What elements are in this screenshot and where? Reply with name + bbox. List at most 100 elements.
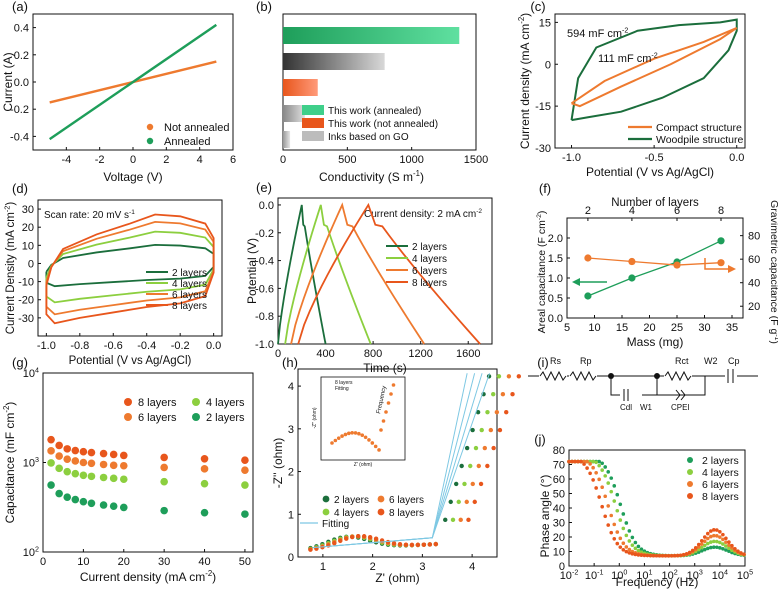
panel-e-legend-label: 8 layers bbox=[412, 278, 447, 289]
panel-d-legend-label: 2 layers bbox=[172, 268, 207, 279]
panel-j-point bbox=[678, 553, 683, 558]
panel-h-legend-label: 8 layers bbox=[389, 508, 424, 519]
panel-f-xtick: 25 bbox=[671, 322, 683, 334]
panel-j-point bbox=[684, 552, 689, 556]
panel-e-ytick: -0.6 bbox=[255, 283, 274, 295]
panel-f-xtick: 5 bbox=[564, 322, 570, 334]
panel-b-bar bbox=[283, 79, 318, 96]
panel-h-ytick: 3 bbox=[288, 424, 294, 436]
panel-h-point bbox=[459, 463, 464, 469]
panel-j-ytick: 30 bbox=[553, 518, 565, 530]
panel-h-point bbox=[468, 463, 473, 469]
panel-h-ytick: 0 bbox=[288, 552, 294, 564]
panel-h-inset-point bbox=[360, 433, 365, 437]
circuit-resistor bbox=[539, 370, 567, 382]
panel-j-point bbox=[699, 549, 704, 553]
panel-j-xtick-sup: 1 bbox=[649, 569, 653, 577]
panel-d-frame bbox=[37, 199, 223, 337]
panel-h-point bbox=[464, 445, 470, 451]
panel-h-frame bbox=[297, 368, 498, 558]
panel-d-ytick: -10 bbox=[18, 277, 34, 289]
panel-a-xtick: -2 bbox=[95, 154, 105, 166]
panel-h-point bbox=[403, 542, 409, 547]
panel-j-ytick: 70 bbox=[553, 460, 565, 472]
panel-label-f: (f) bbox=[539, 181, 551, 196]
panel-f-gravimetric-point bbox=[584, 254, 592, 262]
panel-h-inset-point bbox=[347, 431, 351, 436]
panel-h-fit-line bbox=[312, 373, 491, 549]
panel-c-xlabel: Potential (V vs Ag/AgCl) bbox=[586, 165, 714, 179]
panel-j-legend-marker bbox=[687, 457, 693, 463]
panel-f-arrow-right bbox=[704, 258, 730, 270]
panel-g-ytick: 102 bbox=[23, 546, 39, 559]
panel-h-point bbox=[494, 409, 500, 415]
panel-j-point bbox=[696, 547, 701, 552]
panel-b-xtick: 1000 bbox=[399, 154, 423, 166]
panel-c-legend-label: Woodpile structure bbox=[656, 134, 744, 146]
panel-j-point bbox=[712, 533, 716, 538]
panel-g-legend-label: 2 layers bbox=[206, 412, 245, 424]
panel-f-ytick-right: 20 bbox=[748, 301, 760, 313]
panel-a-ytick: 0.2 bbox=[14, 50, 29, 62]
panel-label-b: (b) bbox=[256, 0, 272, 14]
panel-j-point bbox=[654, 553, 659, 558]
panel-h-point bbox=[338, 538, 343, 544]
panel-j-point bbox=[696, 550, 701, 554]
panel-h-inset-point bbox=[340, 434, 344, 438]
panel-j-point bbox=[600, 461, 604, 466]
panel-j-point bbox=[724, 540, 728, 544]
panel-a-line-1 bbox=[48, 23, 218, 141]
panel-b-xlabel: Conductivity (S m-1) bbox=[319, 169, 424, 184]
panel-g-ytick: 103 bbox=[23, 456, 39, 469]
panel-g-ytick: 104 bbox=[23, 367, 39, 380]
panel-j-ytick: 0 bbox=[559, 561, 565, 573]
panel-j-point bbox=[591, 465, 595, 470]
panel-h-inset-frequency: Frequency bbox=[376, 385, 388, 414]
panel-h-point bbox=[397, 542, 403, 547]
panel-h-legend-marker bbox=[322, 495, 330, 503]
panel-j-point bbox=[627, 539, 632, 543]
panel-j-point bbox=[666, 554, 671, 558]
panel-j-point bbox=[618, 536, 623, 541]
panel-g-xlabel-sup: -2 bbox=[205, 569, 212, 578]
panel-g-legend-label: 8 layers bbox=[138, 397, 177, 409]
panel-h-xtick: 3 bbox=[419, 561, 425, 573]
panel-j-point bbox=[718, 529, 722, 534]
panel-g-legend-label: 4 layers bbox=[206, 397, 245, 409]
panel-j-point bbox=[721, 532, 725, 537]
panel-h-point bbox=[367, 534, 373, 540]
panel-j-point bbox=[742, 552, 746, 556]
panel-j-point bbox=[693, 546, 698, 550]
panel-h-point bbox=[485, 463, 490, 469]
panel-j-ytick: 80 bbox=[553, 445, 565, 457]
panel-h-point bbox=[415, 542, 421, 548]
panel-g-point bbox=[79, 471, 88, 480]
panel-f-areal-point bbox=[584, 292, 592, 300]
panel-f-arrow-left-head bbox=[572, 278, 580, 286]
panel-d-ylabel: Current Density (mA cm-2) bbox=[2, 202, 17, 335]
panel-a-ytick: -0.4 bbox=[10, 131, 29, 143]
panel-j-point bbox=[618, 502, 623, 507]
panel-j-point bbox=[721, 542, 725, 546]
panel-j-point bbox=[718, 535, 722, 539]
panel-d-ylabel-end: ) bbox=[5, 202, 17, 206]
panel-j-point bbox=[721, 546, 725, 551]
panel-h-inset-point bbox=[350, 430, 354, 435]
panel-c-xtick: -1.0 bbox=[562, 152, 581, 164]
panel-c-frame bbox=[554, 13, 746, 149]
panel-h-point bbox=[458, 517, 463, 523]
panel-h-point bbox=[491, 392, 496, 397]
panel-j-point bbox=[627, 529, 632, 533]
panel-g-point bbox=[109, 502, 118, 510]
panel-j-ytick: 10 bbox=[553, 547, 565, 559]
panel-j-xtick: 101 bbox=[636, 569, 652, 582]
panel-j-point bbox=[630, 535, 635, 540]
panel-a-xtick: -4 bbox=[61, 154, 71, 166]
panel-a-legend-marker bbox=[146, 137, 154, 145]
panel-e-xtick: 1200 bbox=[408, 348, 432, 360]
panel-j-xtick-sup: 4 bbox=[724, 569, 728, 577]
panel-g-point bbox=[119, 461, 128, 470]
panel-h-point bbox=[504, 409, 509, 415]
panel-e-legend-label: 6 layers bbox=[412, 266, 447, 277]
panel-c-ytick: -30 bbox=[535, 143, 551, 155]
